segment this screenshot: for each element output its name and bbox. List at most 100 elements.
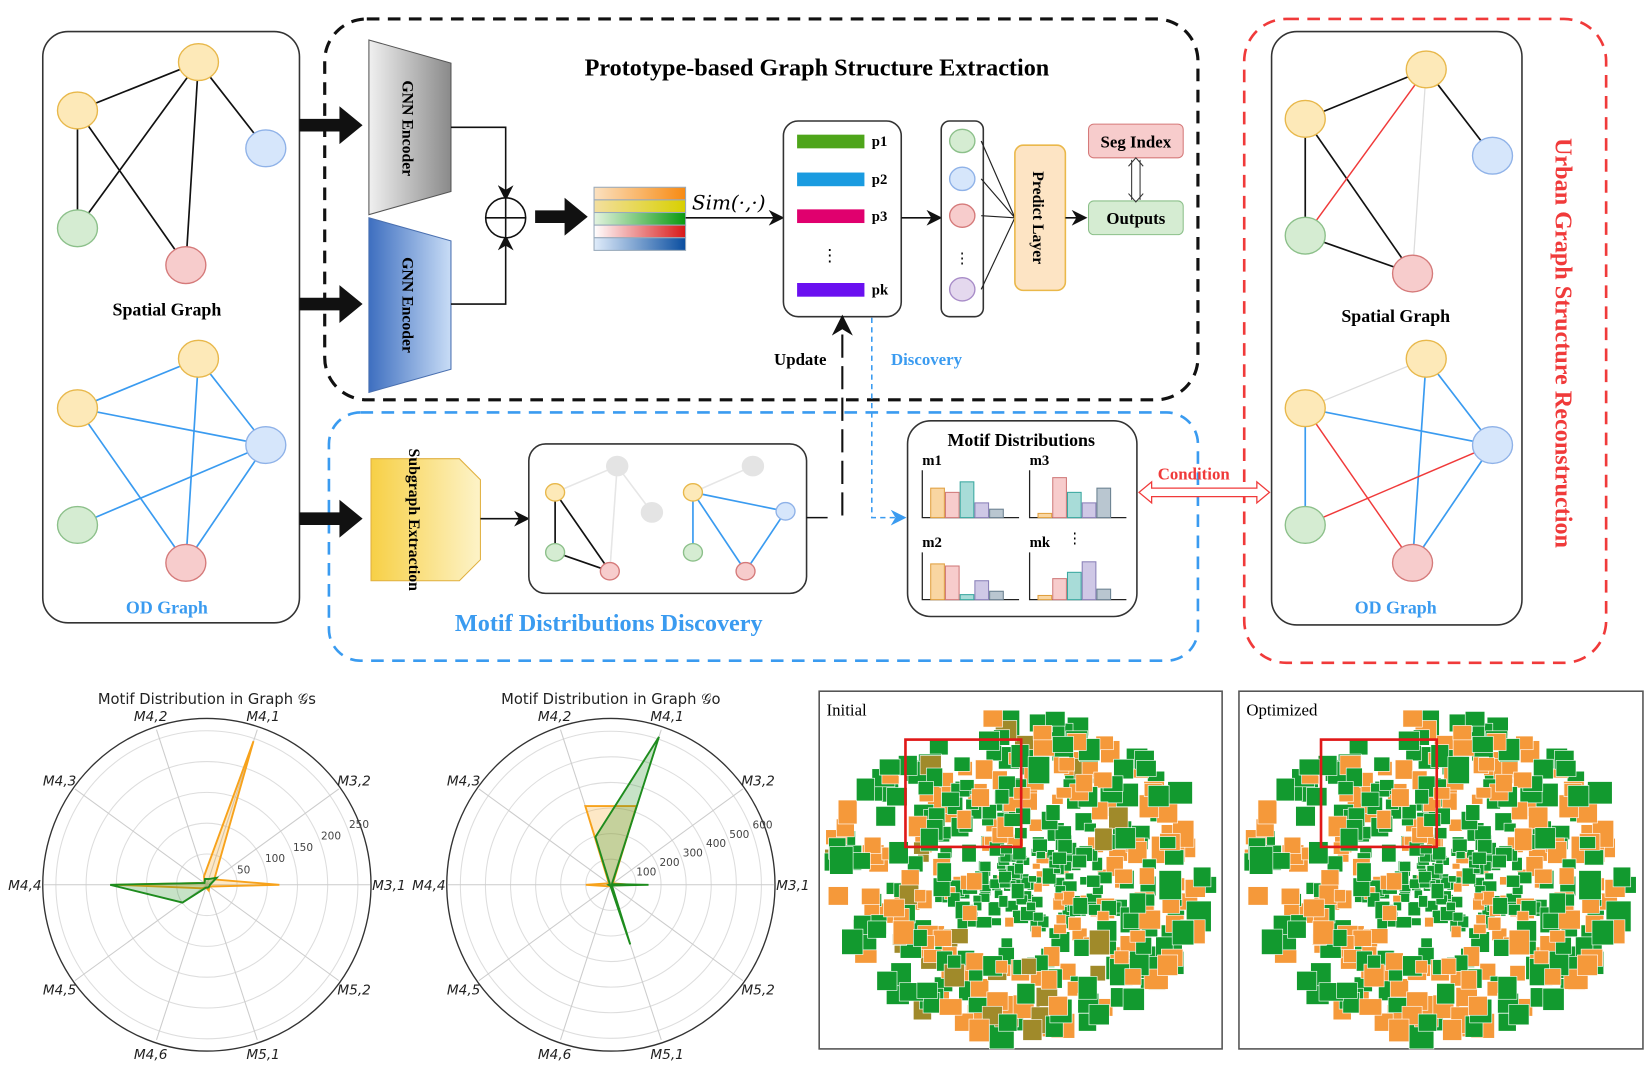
- map-region: [1433, 863, 1444, 875]
- map-region: [1159, 836, 1177, 849]
- hist-bar: [1096, 487, 1112, 519]
- radar-series: [116, 740, 280, 893]
- graph-edge: [1305, 358, 1427, 409]
- map-region: [1472, 868, 1481, 874]
- graph-edge: [185, 358, 200, 563]
- map-region: [861, 887, 881, 905]
- map-region: [962, 905, 978, 922]
- map-region: [961, 844, 977, 863]
- map-region: [1075, 773, 1093, 793]
- map-region: [1423, 813, 1442, 827]
- graph-edge: [1304, 407, 1414, 564]
- map-region: [1487, 916, 1502, 931]
- map-region: [1388, 1018, 1410, 1043]
- hist-bar: [1052, 477, 1067, 519]
- graph-node: [544, 542, 566, 562]
- map-region: [1386, 872, 1403, 891]
- graph-edge: [981, 215, 1015, 219]
- map-region: [1440, 876, 1451, 889]
- graph-edge: [185, 444, 267, 564]
- map-region: [1249, 846, 1274, 875]
- map-region: [1158, 870, 1182, 900]
- graph-edge: [980, 178, 1016, 219]
- map-region: [1261, 928, 1284, 955]
- map-region: [1360, 791, 1380, 807]
- axis-spoke: [559, 884, 612, 1041]
- map-region: [1028, 875, 1037, 883]
- tick-label: 250: [349, 819, 369, 831]
- tick-label: 150: [293, 842, 313, 854]
- map-region: [1094, 827, 1113, 851]
- map-region: [1424, 917, 1434, 928]
- radar-chart-gs: Motif Distribution in Graph 𝒢s 50 100 150 20…: [8, 691, 406, 1063]
- map-region: [1548, 892, 1566, 914]
- map-region: [1114, 868, 1133, 884]
- graph-node: [1405, 50, 1447, 89]
- tick-label: 200: [321, 831, 341, 843]
- condition-label: Condition: [1158, 465, 1231, 484]
- map-region: [1379, 779, 1395, 791]
- graph-node: [245, 425, 287, 465]
- hist-bar: [944, 565, 960, 601]
- map-region: [1114, 827, 1136, 850]
- map-region: [1027, 756, 1050, 784]
- map-region: [1147, 785, 1170, 808]
- map-region: [1124, 968, 1142, 986]
- motif-label: mk: [1030, 535, 1051, 551]
- map-region: [841, 928, 864, 955]
- map-region: [1534, 827, 1556, 850]
- map-region: [1474, 825, 1492, 841]
- axis-label: M4,2: [538, 709, 572, 725]
- graph-edge: [76, 61, 200, 229]
- hist-bar: [1037, 512, 1053, 519]
- hist-bar: [944, 491, 960, 519]
- chart-title: Motif Distribution in Graph 𝒢o: [501, 691, 720, 708]
- map-region: [1471, 851, 1487, 865]
- map-region: [1382, 905, 1398, 922]
- map-region: [1040, 970, 1058, 990]
- graph-edge: [77, 407, 266, 446]
- graph-edge: [1411, 358, 1428, 563]
- graph-edge: [692, 491, 786, 513]
- map-region: [863, 836, 882, 854]
- graph-node: [948, 128, 976, 154]
- map-region: [1495, 773, 1513, 793]
- map-region: [1020, 876, 1032, 889]
- motif-label: m3: [1030, 453, 1050, 469]
- prototype-bar: [797, 134, 865, 149]
- map-region: [1399, 861, 1412, 872]
- map-region: [1138, 909, 1161, 930]
- map-region: [941, 791, 960, 807]
- radar-series: [594, 736, 660, 945]
- extraction-title: Prototype-based Graph Structure Extracti…: [585, 55, 1050, 82]
- map-region: [1612, 866, 1632, 888]
- map-region: [1333, 889, 1346, 903]
- axis-label: M4,3: [43, 774, 77, 790]
- axis-label: M5,1: [650, 1047, 684, 1063]
- map-region: [1497, 976, 1518, 1000]
- map-region: [1389, 978, 1409, 998]
- map-region: [1513, 771, 1533, 789]
- map-region: [970, 978, 990, 998]
- tick-label: 100: [265, 853, 285, 865]
- input-arrows: [299, 106, 588, 538]
- map-region: [827, 886, 849, 906]
- map-region: [1058, 757, 1076, 772]
- map-region: [1157, 954, 1179, 976]
- reconstruction-region: [1242, 17, 1608, 665]
- map-region: [912, 929, 928, 947]
- graph-node: [544, 482, 566, 502]
- graph-edge: [554, 491, 611, 572]
- hist-bar: [930, 563, 945, 601]
- axis-label: M3,1: [776, 878, 810, 894]
- hist-bar: [959, 594, 975, 601]
- map-region: [1473, 923, 1487, 935]
- map-region: [879, 758, 901, 776]
- od-graph-label: OD Graph: [126, 597, 208, 617]
- map-region: [959, 779, 975, 791]
- map-region: [1295, 806, 1316, 827]
- axis-spoke: [478, 884, 612, 982]
- map-region: [1088, 904, 1101, 916]
- graph-node: [56, 389, 99, 428]
